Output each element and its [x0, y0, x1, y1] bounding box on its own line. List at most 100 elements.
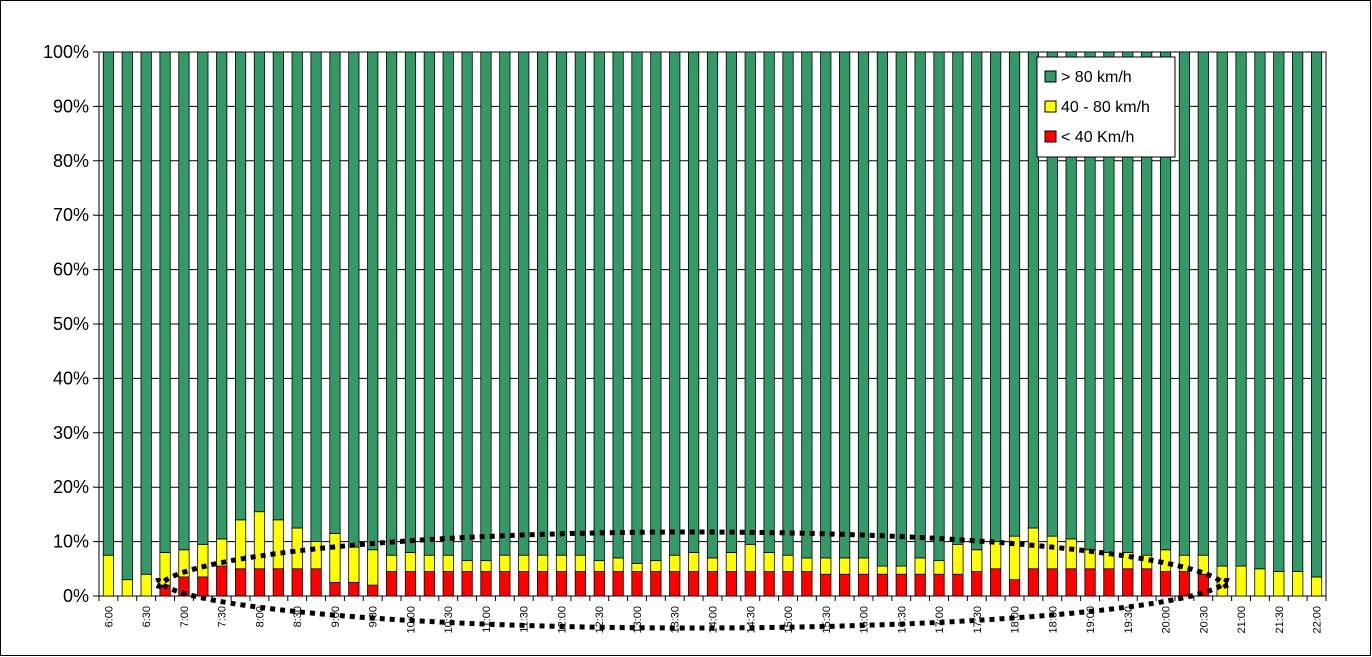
- bar-segment: [386, 571, 398, 597]
- dotted-ellipse-annotations: [155, 529, 1230, 631]
- bar-segment: [1310, 576, 1323, 597]
- x-tick-label: 18:30: [1047, 606, 1059, 634]
- bar-segment: [914, 557, 926, 575]
- bar-segment: [404, 571, 417, 597]
- bar-segment: [253, 511, 266, 570]
- bar-segment: [461, 571, 473, 597]
- legend-label: < 40 Km/h: [1061, 129, 1134, 146]
- y-tick-label: 90%: [53, 96, 89, 116]
- bar-segment: [857, 51, 870, 559]
- bar-segment: [1159, 51, 1172, 551]
- bar-segment: [234, 519, 247, 570]
- legend-box: [1036, 56, 1176, 158]
- bar-segment: [442, 554, 454, 572]
- bar-segment: [574, 571, 586, 597]
- bar-segment: [1254, 51, 1266, 570]
- bar-segment: [442, 571, 454, 597]
- bar-segment: [895, 565, 907, 575]
- bar-segment: [744, 571, 756, 597]
- bar-segment: [1084, 568, 1096, 597]
- bar-segment: [1178, 51, 1191, 556]
- bar-segment: [1122, 568, 1134, 597]
- bar-segment: [669, 571, 681, 597]
- bar-segment: [631, 51, 643, 564]
- bar-segment: [159, 51, 171, 553]
- bar-segment: [593, 560, 605, 572]
- bar-segment: [555, 51, 568, 556]
- bar-segment: [839, 51, 851, 559]
- bar-segment: [971, 549, 983, 572]
- bar-segment: [725, 51, 737, 553]
- bar-segment: [348, 582, 360, 597]
- x-tick-label: 11:00: [481, 606, 493, 633]
- bar-segment: [518, 51, 530, 556]
- bar-segment: [234, 568, 247, 597]
- bar-segment: [480, 51, 492, 562]
- bar-segment: [423, 554, 435, 572]
- bar-segment: [876, 51, 888, 567]
- y-tick-label: 60%: [53, 260, 89, 280]
- bar-segment: [234, 51, 247, 521]
- bar-segment: [178, 51, 190, 551]
- x-tick-label: 8:00: [254, 606, 266, 627]
- bar-segment: [310, 51, 322, 543]
- bar-segment: [820, 51, 832, 559]
- x-tick-label: 15:30: [821, 606, 833, 634]
- bar-segment: [933, 51, 945, 562]
- bar-segment: [895, 51, 907, 567]
- bar-segment: [631, 571, 643, 597]
- bar-segment: [971, 51, 983, 551]
- bar-segment: [669, 51, 681, 556]
- bar-segment: [952, 573, 964, 597]
- bar-segment: [386, 554, 398, 572]
- bar-segment: [801, 571, 813, 597]
- y-tick-label: 70%: [53, 205, 89, 225]
- bar-segment: [329, 533, 341, 583]
- bar-segment: [404, 552, 417, 572]
- bar-segment: [1141, 51, 1153, 556]
- bar-segment: [1065, 51, 1077, 540]
- bar-segment: [386, 51, 398, 556]
- bar-segment: [310, 541, 322, 570]
- bar-segment: [593, 51, 605, 562]
- bar-segment: [537, 51, 549, 556]
- x-tick-label: 6:30: [141, 606, 153, 627]
- bar-segment: [367, 584, 379, 597]
- bar-segment: [1046, 535, 1058, 570]
- bar-segment: [1273, 51, 1285, 572]
- y-tick-label: 80%: [53, 151, 89, 171]
- bar-segment: [688, 571, 700, 597]
- bar-segment: [1216, 51, 1228, 567]
- bar-segment: [1197, 51, 1209, 556]
- bar-segment: [839, 557, 851, 575]
- x-tick-label: 17:00: [934, 606, 946, 634]
- bar-segment: [725, 571, 737, 597]
- bar-segment: [253, 568, 266, 597]
- bar-segment: [971, 571, 983, 597]
- bar-segment: [329, 51, 341, 534]
- bar-segment: [1027, 51, 1039, 529]
- bar-segment: [782, 571, 794, 597]
- bar-segment: [593, 571, 605, 597]
- bar-segment: [367, 549, 379, 586]
- dotted-ellipse-lower: [155, 578, 1230, 631]
- bar-segment: [1008, 51, 1021, 537]
- bar-segment: [763, 571, 775, 597]
- bar-segment: [1254, 568, 1266, 597]
- x-tick-label: 12:00: [556, 606, 568, 634]
- bar-segment: [574, 554, 586, 572]
- bar-segment: [367, 51, 379, 551]
- bar-segment: [895, 573, 907, 597]
- bar-segment: [782, 51, 794, 556]
- y-tick-label: 10%: [53, 532, 89, 552]
- bar-segment: [706, 51, 719, 559]
- bar-segment: [763, 51, 775, 553]
- y-tick-label: 100%: [43, 42, 89, 62]
- bar-segment: [612, 571, 624, 597]
- x-tick-label: 7:30: [217, 606, 229, 627]
- bar-segment: [480, 571, 492, 597]
- x-tick-label: 19:30: [1123, 606, 1135, 634]
- bar-segment: [216, 51, 228, 540]
- bar-segment: [744, 51, 756, 545]
